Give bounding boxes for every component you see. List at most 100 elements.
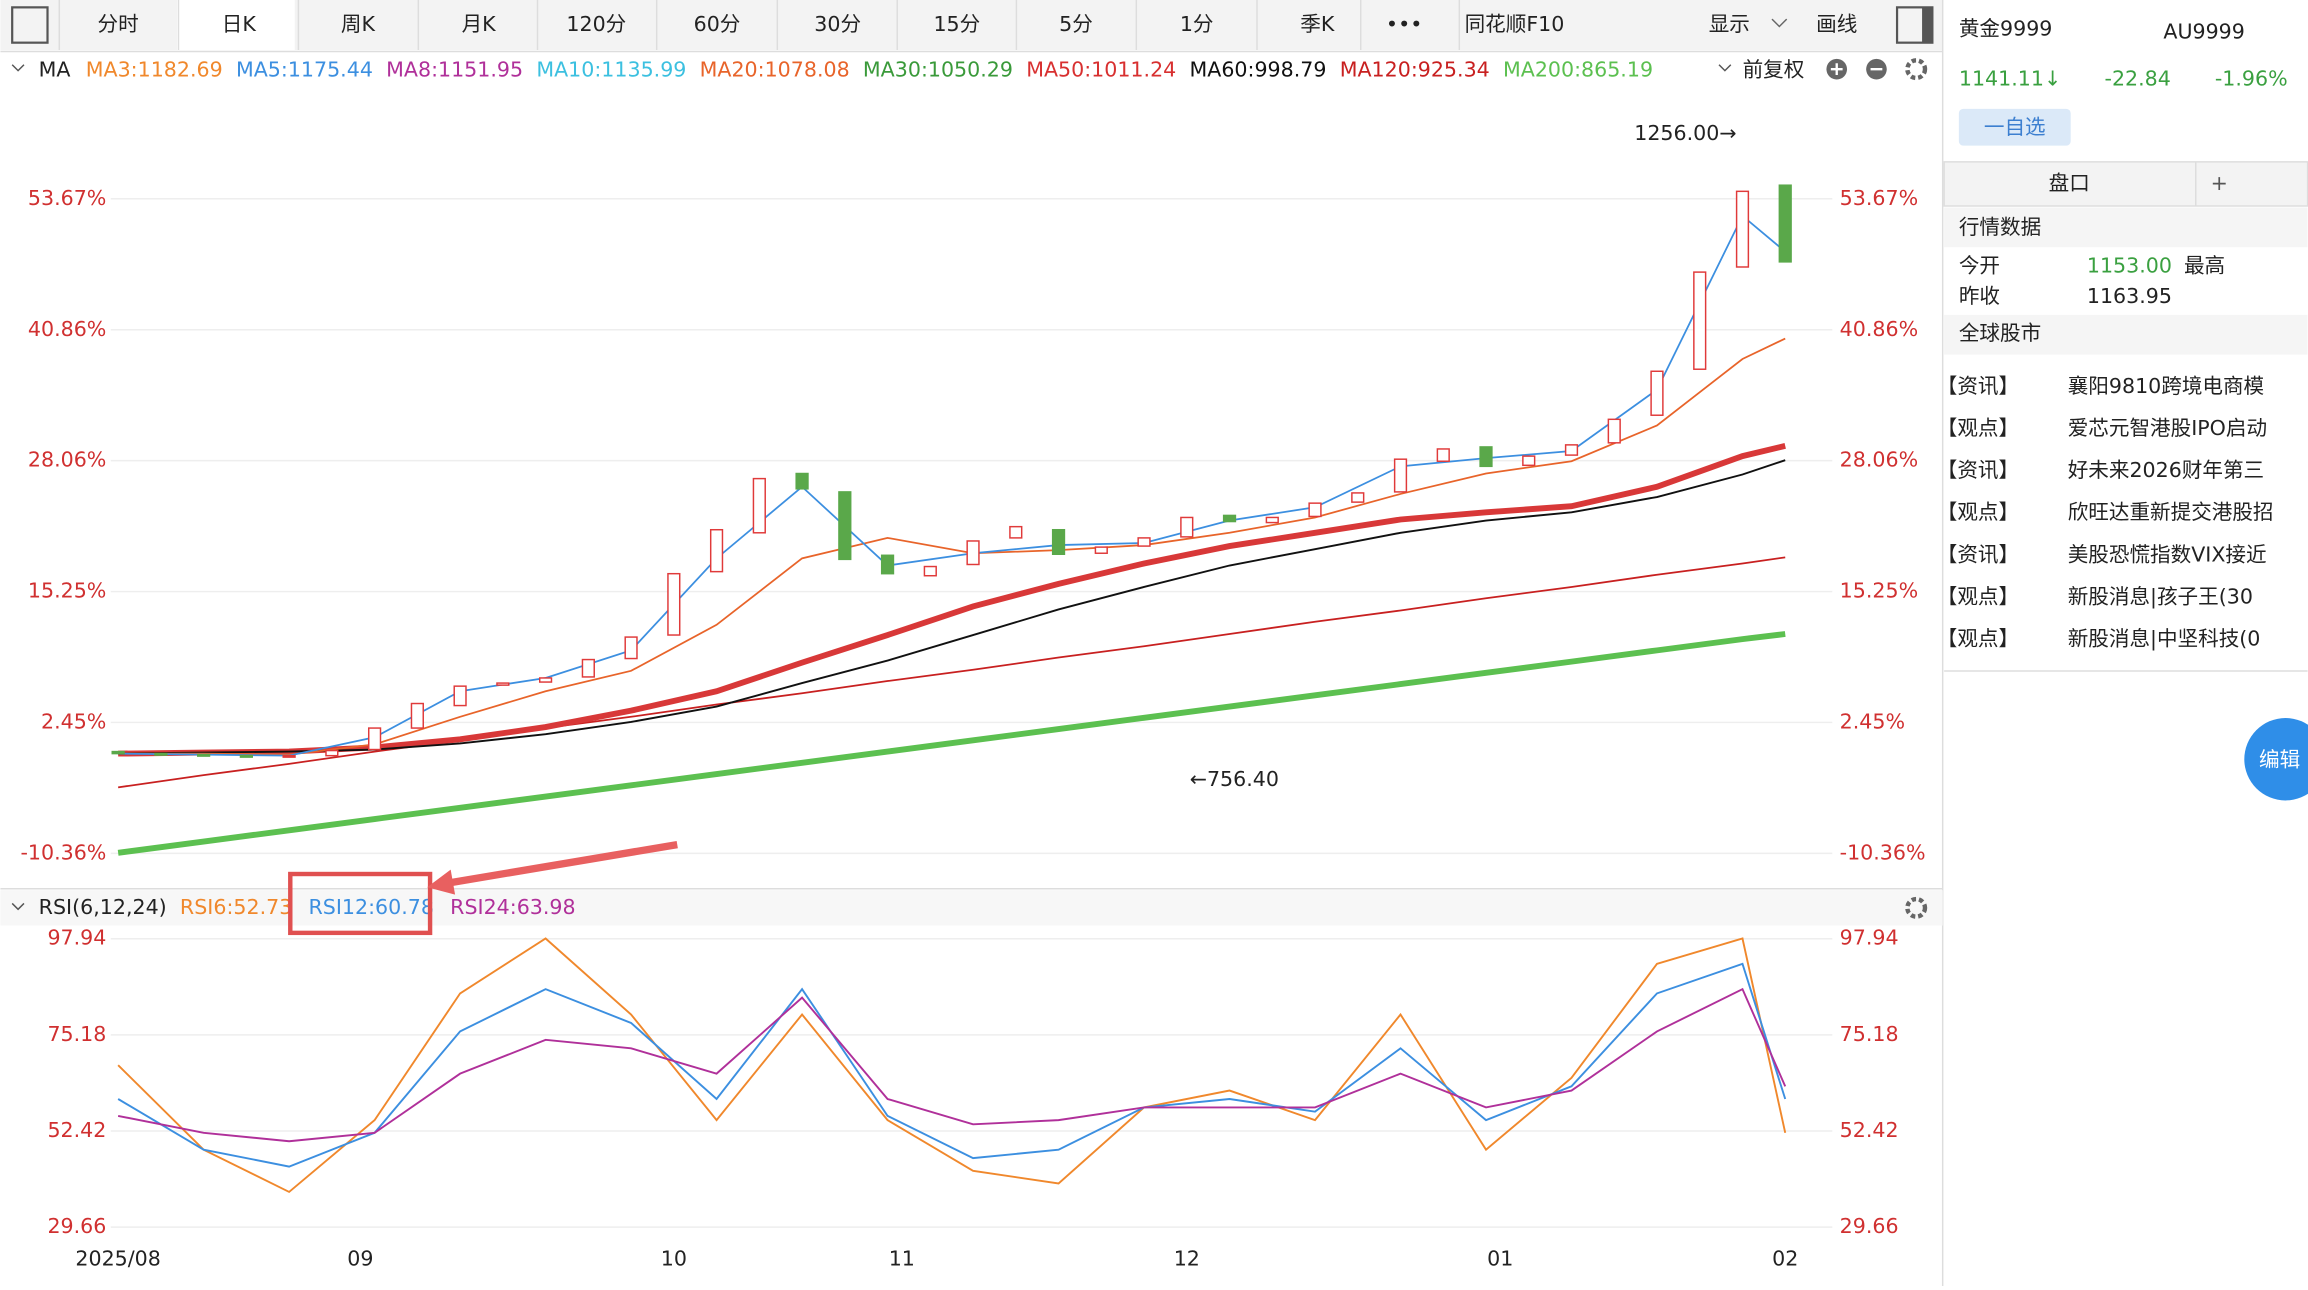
news-text[interactable]: 欣旺达重新提交港股招 xyxy=(2068,500,2274,524)
x-tick-label: 01 xyxy=(1487,1247,1513,1271)
y-tick-label: 75.18 xyxy=(47,1022,106,1046)
rsi-line xyxy=(117,987,1787,1143)
draw-button[interactable]: 画线 xyxy=(1816,12,1857,36)
news-text[interactable]: 新股消息|中坚科技(0 xyxy=(2068,626,2261,651)
tab[interactable]: 5分 xyxy=(1059,12,1093,36)
quote-price: 1141.11↓ xyxy=(1959,66,2061,90)
indicator-title: RSI(6,12,24) xyxy=(39,895,167,919)
panel-icon[interactable] xyxy=(11,6,49,44)
candle xyxy=(966,540,980,566)
y-tick-label: -10.36% xyxy=(1840,840,1926,864)
tab[interactable]: 1分 xyxy=(1180,12,1214,36)
candle xyxy=(282,754,296,758)
y-tick-label: 97.94 xyxy=(1840,926,1899,950)
section-bar xyxy=(1944,207,2308,248)
quote-name: 黄金9999 xyxy=(1959,16,2053,40)
settings[interactable] xyxy=(1905,58,1928,81)
y-tick-label: 29.66 xyxy=(1840,1214,1899,1238)
legend-item: RSI6:52.73 xyxy=(180,895,292,919)
field-label: 昨收 xyxy=(1959,284,2000,308)
legend-item: MA60:998.79 xyxy=(1190,58,1327,82)
candle xyxy=(1522,455,1536,467)
tab[interactable]: 周K xyxy=(341,12,376,36)
candle xyxy=(239,754,253,758)
x-tick-label: 12 xyxy=(1174,1247,1200,1271)
candle xyxy=(1693,271,1707,370)
ma-line xyxy=(118,337,1786,756)
quote-panel: 黄金9999 AU9999 1141.11↓ -22.84 -1.96% 一自选… xyxy=(1943,16,2308,801)
tab[interactable]: 120分 xyxy=(566,12,626,36)
news-tag[interactable]: 【资讯】 xyxy=(1937,374,2019,398)
candle xyxy=(709,528,724,573)
x-tick-label: 10 xyxy=(661,1247,687,1271)
y-tick-label: 53.67% xyxy=(1840,186,1918,210)
indicator-title: MA xyxy=(39,58,71,82)
watch-button[interactable] xyxy=(1958,108,2071,146)
tab[interactable]: 盘口 xyxy=(2049,171,2090,195)
y-tick-label: 53.67% xyxy=(28,186,106,210)
news-text[interactable]: 美股恐慌指数VIX接近 xyxy=(2068,542,2267,566)
watch-label: 一自选 xyxy=(1984,115,2046,139)
y-tick-label: 52.42 xyxy=(47,1118,106,1142)
add-tab[interactable]: + xyxy=(2211,171,2228,195)
news-tag[interactable]: 【资讯】 xyxy=(1937,458,2019,482)
tab[interactable]: 同花顺F10 xyxy=(1465,12,1565,36)
candle xyxy=(923,565,937,577)
ma-line xyxy=(118,214,1786,757)
y-tick-label: 15.25% xyxy=(28,579,106,603)
rsi-header xyxy=(0,890,1943,926)
news-text[interactable]: 襄阳9810跨境电商模 xyxy=(2068,374,2264,398)
candle xyxy=(496,682,510,686)
news-tag[interactable]: 【观点】 xyxy=(1937,626,2019,650)
settings[interactable] xyxy=(1905,896,1928,919)
edit-label: 编辑 xyxy=(2259,748,2300,772)
candle xyxy=(1607,418,1621,444)
edit-button[interactable] xyxy=(2244,718,2308,801)
legend-item: MA8:1151.95 xyxy=(386,58,523,82)
news-tag[interactable]: 【观点】 xyxy=(1937,416,2019,440)
legend-item: MA120:925.34 xyxy=(1340,58,1490,82)
candle xyxy=(111,750,125,755)
news-text[interactable]: 新股消息|孩子王(30 xyxy=(2068,584,2253,609)
legend-item: MA50:1011.24 xyxy=(1026,58,1176,82)
field-label: 最高 xyxy=(2184,253,2225,277)
news-tag[interactable]: 【观点】 xyxy=(1937,500,2019,524)
legend-item: RSI12:60.78 xyxy=(308,895,433,919)
news-tag[interactable]: 【观点】 xyxy=(1937,584,2019,608)
tab[interactable]: 月K xyxy=(462,12,497,36)
section-bar xyxy=(1944,314,2308,355)
candle xyxy=(410,702,424,729)
candle xyxy=(1308,502,1322,518)
y-tick-label: 2.45% xyxy=(1840,709,1905,733)
news-tag[interactable]: 【资讯】 xyxy=(1937,542,2019,566)
ma-line xyxy=(118,443,1786,757)
adjust-mode[interactable]: 前复权 xyxy=(1743,58,1805,82)
y-tick-label: 28.06% xyxy=(1840,448,1918,472)
y-tick-label: -10.36% xyxy=(20,840,106,864)
tab[interactable]: 分时 xyxy=(98,12,139,36)
field-value: 1163.95 xyxy=(2087,284,2172,308)
quote-change: -22.84 xyxy=(2105,66,2171,90)
news-text[interactable]: 好未来2026财年第三 xyxy=(2068,458,2264,482)
legend-item: MA30:1050.29 xyxy=(863,58,1013,82)
tab[interactable]: 日K xyxy=(222,12,257,36)
panel-icon-bar xyxy=(1922,7,1933,43)
tab[interactable]: ••• xyxy=(1386,12,1422,36)
ma-line xyxy=(118,459,1786,755)
news-text[interactable]: 爱芯元智港股IPO启动 xyxy=(2068,416,2267,440)
display-menu[interactable]: 显示 xyxy=(1709,12,1750,36)
rsi-line xyxy=(117,962,1787,1168)
candle xyxy=(325,749,339,757)
toolbar xyxy=(0,0,1943,51)
highlight-box xyxy=(288,871,433,936)
candle xyxy=(1778,184,1792,263)
tab[interactable]: 15分 xyxy=(933,12,980,36)
tab[interactable]: 季K xyxy=(1300,12,1335,36)
price-annotation: 1256.00→ xyxy=(1634,121,1736,145)
x-tick-label: 11 xyxy=(889,1247,915,1271)
tab[interactable]: 30分 xyxy=(814,12,861,36)
candle xyxy=(880,554,895,575)
legend-item: MA3:1182.69 xyxy=(86,58,223,82)
tab[interactable]: 60分 xyxy=(694,12,741,36)
